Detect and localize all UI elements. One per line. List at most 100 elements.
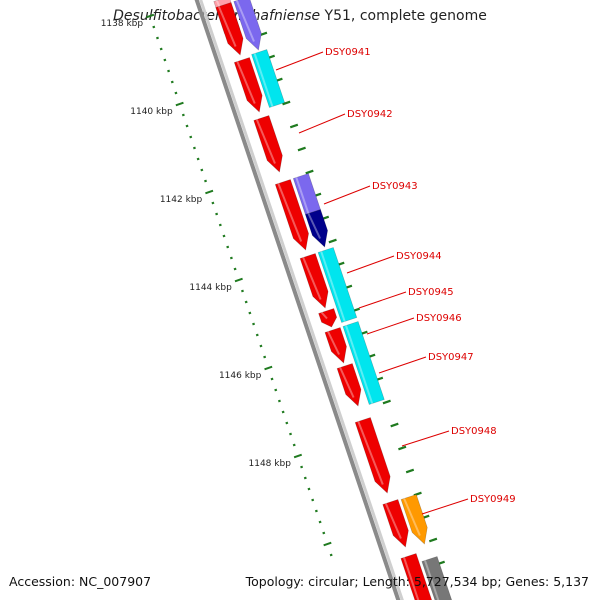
gene-feature[interactable] — [342, 321, 385, 405]
outer-scale-tick — [297, 146, 306, 152]
gene-feature[interactable] — [305, 209, 328, 248]
gene-label-leader — [366, 317, 415, 335]
gene-label[interactable]: DSY0941 — [325, 47, 371, 58]
gene-label-leader — [275, 51, 324, 71]
scale-label: 1144 kbp — [189, 283, 232, 293]
minor-scale-tick — [300, 465, 304, 469]
gene-feature[interactable] — [274, 179, 309, 251]
gene-highlight — [236, 61, 256, 104]
gene-label-leader — [378, 356, 427, 374]
gene-feature[interactable] — [215, 2, 244, 56]
gene-feature[interactable] — [336, 363, 362, 407]
gene-highlight — [235, 0, 255, 42]
species-name: Desulfitobacterium hafniense — [113, 8, 321, 24]
gene-feature[interactable] — [354, 417, 391, 494]
minor-scale-tick — [307, 487, 311, 491]
gene-label[interactable]: DSY0944 — [396, 251, 442, 262]
scale-label: 1140 kbp — [130, 107, 173, 117]
minor-scale-tick — [292, 443, 296, 447]
minor-scale-tick — [252, 322, 256, 326]
minor-scale-tick — [167, 69, 171, 73]
scale-label: 1138 kbp — [101, 19, 144, 29]
gene-label[interactable]: DSY0945 — [408, 287, 454, 298]
gene-feature[interactable] — [382, 499, 409, 548]
minor-scale-tick — [196, 157, 200, 161]
gene-highlight — [345, 325, 374, 404]
gene-feature[interactable] — [299, 253, 329, 309]
minor-scale-tick — [204, 179, 207, 183]
gene-highlight — [255, 119, 276, 164]
scale-label: 1148 kbp — [249, 459, 292, 469]
gene-label[interactable]: DSY0943 — [372, 181, 418, 192]
minor-scale-tick — [233, 267, 237, 271]
gene-highlight — [295, 177, 310, 214]
minor-scale-tick — [311, 498, 315, 502]
scale-label: 1146 kbp — [219, 371, 262, 381]
minor-scale-tick — [192, 146, 196, 150]
gene-label-leader — [298, 113, 346, 134]
outer-scale-tick — [405, 468, 415, 474]
major-scale-tick — [145, 13, 155, 19]
major-scale-tick — [264, 365, 273, 371]
minor-scale-tick — [185, 124, 189, 128]
minor-scale-tick — [303, 476, 307, 480]
gene-feature[interactable] — [233, 57, 263, 113]
gene-label[interactable]: DSY0946 — [416, 313, 462, 324]
minor-scale-tick — [181, 113, 185, 117]
gene-label[interactable]: DSY0949 — [470, 494, 516, 505]
gene-feature[interactable] — [400, 494, 428, 545]
title-rest: Y51, complete genome — [320, 8, 487, 24]
minor-scale-tick — [259, 344, 263, 348]
major-scale-tick — [205, 189, 214, 195]
minor-scale-tick — [163, 58, 167, 62]
gene-feature[interactable] — [318, 308, 338, 328]
minor-scale-tick — [226, 245, 230, 249]
gene-feature[interactable] — [324, 327, 347, 364]
minor-scale-tick — [211, 201, 215, 205]
gene-label[interactable]: DSY0947 — [428, 352, 474, 363]
gene-feature[interactable] — [251, 49, 285, 108]
minor-scale-tick — [248, 311, 252, 315]
backbone-shadow — [199, 0, 404, 600]
minor-scale-tick — [270, 377, 274, 381]
gene-feature[interactable] — [253, 115, 283, 173]
gene-label-leader — [421, 498, 469, 515]
gene-highlight — [403, 557, 420, 600]
map-title: Desulfitobacterium hafniense Y51, comple… — [0, 8, 600, 24]
minor-scale-tick — [174, 91, 178, 95]
major-scale-tick — [234, 277, 243, 283]
gene-label-leader — [346, 255, 395, 274]
accession-text: Accession: NC_007907 — [9, 574, 152, 589]
major-scale-tick — [175, 101, 184, 107]
gene-feature[interactable] — [317, 247, 358, 323]
minor-scale-tick — [263, 355, 267, 359]
gene-highlight — [217, 6, 237, 47]
scale-label: 1142 kbp — [160, 195, 203, 205]
minor-scale-tick — [200, 168, 204, 172]
gene-label-leader — [358, 291, 407, 309]
outer-scale-tick — [305, 169, 314, 175]
minor-scale-tick — [329, 553, 333, 557]
gene-feature[interactable] — [421, 556, 454, 600]
gene-highlight — [320, 311, 328, 320]
outer-scale-tick — [390, 422, 399, 428]
gene-label[interactable]: DSY0948 — [451, 426, 497, 437]
gene-highlight — [320, 251, 346, 322]
outer-scale-tick — [282, 100, 291, 106]
gene-highlight — [307, 213, 322, 239]
minor-scale-tick — [285, 421, 289, 425]
minor-scale-tick — [255, 333, 259, 337]
outer-scale-tick — [328, 238, 337, 244]
minor-scale-tick — [241, 289, 244, 293]
gene-highlight — [253, 53, 274, 107]
gene-label-leader — [323, 185, 371, 205]
minor-scale-tick — [156, 36, 159, 40]
gene-feature[interactable] — [233, 0, 262, 51]
gene-label[interactable]: DSY0942 — [347, 109, 393, 120]
gene-label-leader — [401, 430, 450, 447]
gene-highlight — [357, 421, 384, 485]
major-scale-tick — [323, 541, 332, 547]
gene-feature[interactable] — [400, 553, 434, 600]
